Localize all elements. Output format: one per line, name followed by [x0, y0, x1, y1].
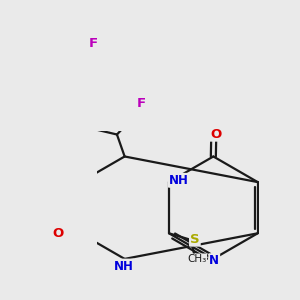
Text: S: S	[190, 232, 200, 246]
Text: O: O	[52, 227, 64, 240]
Text: N: N	[209, 254, 219, 267]
Text: F: F	[88, 37, 98, 50]
Text: F: F	[136, 97, 146, 110]
Text: NH: NH	[114, 260, 134, 273]
Text: CH₃: CH₃	[187, 254, 206, 264]
Text: O: O	[210, 128, 221, 141]
Text: NH: NH	[169, 174, 189, 187]
